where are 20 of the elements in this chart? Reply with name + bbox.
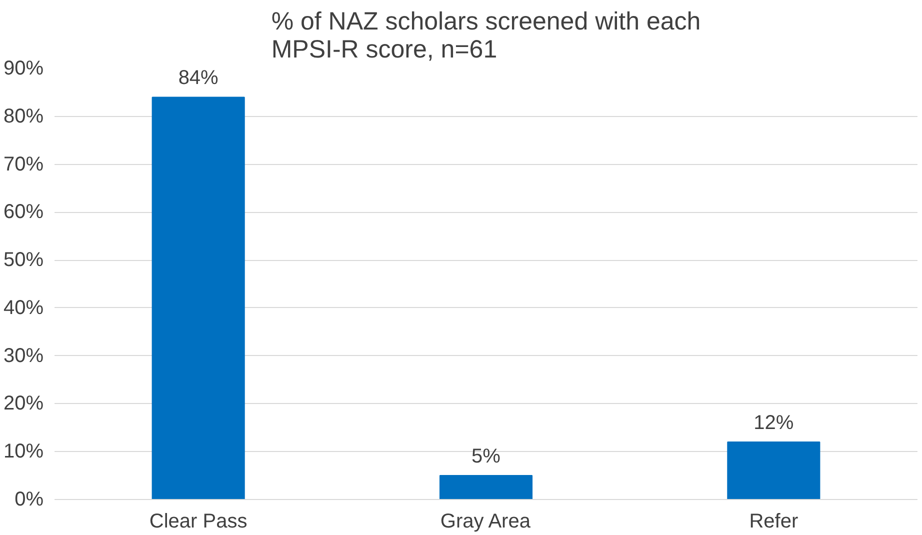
y-tick-label: 50% bbox=[3, 249, 44, 272]
bar bbox=[727, 442, 820, 500]
bar bbox=[152, 96, 245, 500]
data-label: 12% bbox=[754, 412, 794, 434]
x-tick-label: Clear Pass bbox=[149, 510, 248, 532]
data-label: 5% bbox=[472, 446, 501, 468]
y-tick-label: 60% bbox=[3, 201, 44, 224]
chart-title: % of NAZ scholars screened with each MPSI-R score, n=61 bbox=[271, 8, 701, 64]
x-tick-label: Refer bbox=[749, 510, 798, 532]
x-tick-label: Gray Area bbox=[440, 510, 532, 532]
data-label: 84% bbox=[178, 67, 219, 90]
bar bbox=[439, 475, 533, 500]
y-tick-label: 70% bbox=[3, 153, 44, 176]
y-tick-label: 0% bbox=[14, 488, 44, 510]
y-tick-label: 30% bbox=[3, 344, 44, 367]
y-tick-label: 80% bbox=[3, 105, 44, 128]
y-tick-label: 10% bbox=[3, 440, 44, 463]
y-tick-label: 90% bbox=[3, 58, 44, 80]
y-tick-label: 20% bbox=[3, 392, 44, 415]
y-tick-label: 40% bbox=[3, 296, 44, 319]
